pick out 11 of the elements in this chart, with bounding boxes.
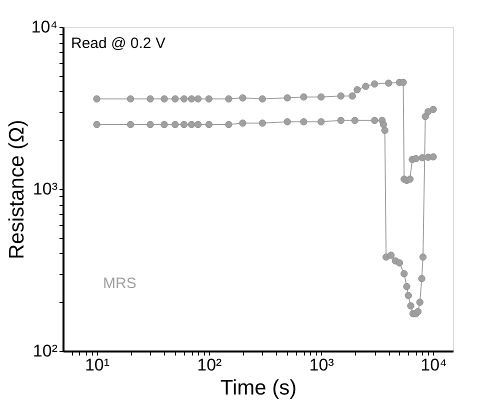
y-tick-label: 10³: [32, 180, 58, 198]
y-tick-label: 10²: [32, 342, 58, 360]
x-tick-label: 10⁴: [420, 356, 447, 374]
annotation: MRS: [103, 275, 136, 292]
x-tick-label: 10²: [197, 356, 222, 374]
y-tick-label: 10⁴: [31, 18, 58, 36]
x-tick-label: 10¹: [84, 356, 110, 374]
x-axis-title: Time (s): [220, 376, 297, 400]
y-axis-title: Resistance (Ω): [5, 120, 28, 260]
x-tick-label: 10³: [309, 356, 334, 374]
annotation: Read @ 0.2 V: [71, 35, 166, 52]
